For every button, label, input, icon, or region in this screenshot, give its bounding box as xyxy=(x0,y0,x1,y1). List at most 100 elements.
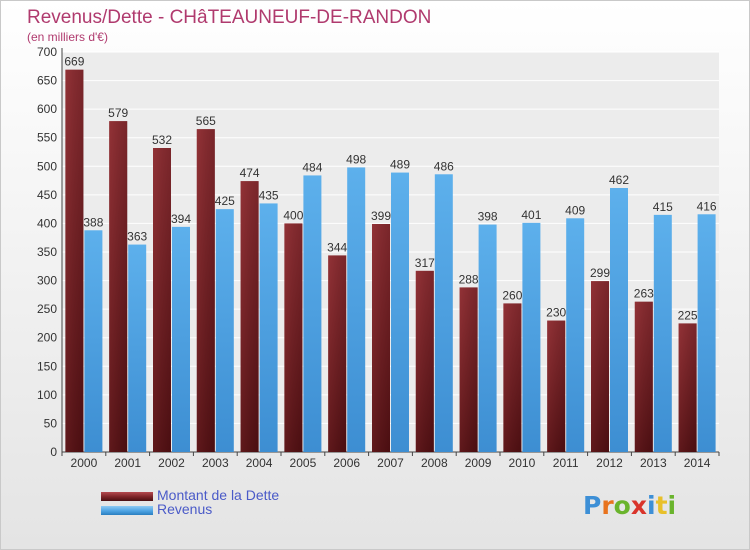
legend-label-revenus: Revenus xyxy=(157,501,213,517)
x-tick-label: 2014 xyxy=(684,456,711,470)
data-label-dette: 299 xyxy=(590,266,610,280)
x-tick-label: 2008 xyxy=(421,456,448,470)
data-label-revenus: 462 xyxy=(609,173,629,187)
bar-revenus xyxy=(215,209,234,452)
data-label-dette: 399 xyxy=(371,209,391,223)
bar-dette-shade xyxy=(328,255,347,452)
data-label-revenus: 363 xyxy=(127,230,147,244)
chart-subtitle: (en milliers d'€) xyxy=(27,30,108,44)
bar-dette-shade xyxy=(284,223,303,452)
logo-letter: t xyxy=(655,491,668,520)
y-tick-label: 700 xyxy=(37,45,57,59)
x-tick-label: 2003 xyxy=(202,456,229,470)
y-tick-label: 500 xyxy=(37,159,57,173)
bar-dette-shade xyxy=(415,270,434,452)
data-label-dette: 532 xyxy=(152,133,172,147)
x-tick-label: 2009 xyxy=(465,456,492,470)
bar-dette-shade xyxy=(503,303,522,452)
bar-revenus xyxy=(478,224,497,452)
bar-revenus xyxy=(84,230,103,452)
logo-letter: o xyxy=(613,491,631,520)
y-tick-label: 250 xyxy=(37,302,57,316)
logo-letter: i xyxy=(647,491,656,520)
x-tick-label: 2010 xyxy=(509,456,536,470)
y-tick-label: 600 xyxy=(37,102,57,116)
x-tick-label: 2011 xyxy=(553,456,579,470)
proxiti-logo: Proxiti xyxy=(583,491,676,520)
x-tick-label: 2013 xyxy=(640,456,667,470)
logo-letter: P xyxy=(583,491,602,520)
data-label-revenus: 489 xyxy=(390,158,410,172)
data-label-revenus: 398 xyxy=(478,210,498,224)
data-label-revenus: 435 xyxy=(259,188,279,202)
bar-revenus xyxy=(610,188,628,452)
data-label-dette: 317 xyxy=(415,256,435,270)
x-tick-label: 2012 xyxy=(596,456,623,470)
y-tick-label: 450 xyxy=(37,188,57,202)
data-label-dette: 225 xyxy=(678,308,698,322)
y-tick-label: 200 xyxy=(37,331,57,345)
x-tick-label: 2006 xyxy=(333,456,360,470)
bar-revenus xyxy=(391,172,409,453)
x-tick-label: 2004 xyxy=(246,456,273,470)
data-label-revenus: 416 xyxy=(697,199,717,213)
data-label-dette: 669 xyxy=(64,55,84,69)
data-label-dette: 230 xyxy=(546,306,566,320)
legend-swatch-dette xyxy=(101,492,153,501)
y-tick-label: 650 xyxy=(37,74,57,88)
bar-dette-shade xyxy=(109,121,128,453)
x-tick-label: 2002 xyxy=(158,456,185,470)
bar-dette-shade xyxy=(634,301,653,452)
x-tick-label: 2001 xyxy=(114,456,141,470)
legend-swatch-revenus xyxy=(101,506,153,515)
data-label-revenus: 486 xyxy=(434,159,454,173)
x-tick-label: 2005 xyxy=(290,456,317,470)
y-tick-label: 50 xyxy=(44,416,58,430)
x-tick-label: 2000 xyxy=(71,456,98,470)
data-label-revenus: 409 xyxy=(565,203,585,217)
logo-letter: r xyxy=(601,491,614,520)
y-tick-label: 100 xyxy=(37,388,57,402)
y-tick-label: 150 xyxy=(37,359,57,373)
logo-letter: x xyxy=(630,491,647,520)
bar-dette-shade xyxy=(547,320,566,452)
bar-revenus xyxy=(172,226,190,452)
bar-dette-shade xyxy=(372,224,390,452)
bar-dette-shade xyxy=(459,287,478,452)
data-label-revenus: 484 xyxy=(302,160,322,174)
bar-dette-shade xyxy=(196,129,215,452)
data-label-dette: 263 xyxy=(634,287,654,301)
bar-revenus xyxy=(434,174,453,453)
bar-dette-shade xyxy=(240,181,259,452)
bar-dette-shade xyxy=(678,323,697,452)
bar-dette-shade xyxy=(153,148,171,452)
bar-revenus xyxy=(303,175,322,452)
data-label-dette: 400 xyxy=(283,208,303,222)
bar-revenus xyxy=(128,244,147,452)
legend-label-dette: Montant de la Dette xyxy=(157,487,280,503)
logo-letter: i xyxy=(667,491,677,520)
bar-revenus xyxy=(697,214,716,452)
data-label-dette: 474 xyxy=(240,166,260,180)
data-label-dette: 579 xyxy=(108,106,128,120)
y-tick-label: 350 xyxy=(37,245,57,259)
x-tick-label: 2007 xyxy=(377,456,404,470)
y-tick-label: 400 xyxy=(37,216,57,230)
data-label-dette: 260 xyxy=(502,288,522,302)
chart-title: Revenus/Dette - CHâTEAUNEUF-DE-RANDON xyxy=(27,7,432,28)
data-label-dette: 565 xyxy=(196,114,216,128)
y-tick-label: 300 xyxy=(37,274,57,288)
data-label-dette: 288 xyxy=(459,272,479,286)
data-label-revenus: 401 xyxy=(521,208,541,222)
bar-dette-shade xyxy=(591,281,609,452)
bar-revenus xyxy=(566,218,585,452)
bar-revenus xyxy=(347,167,366,452)
bar-revenus xyxy=(259,203,278,452)
y-tick-label: 0 xyxy=(50,445,57,459)
bar-revenus xyxy=(522,222,541,452)
data-label-dette: 344 xyxy=(327,240,347,254)
bar-revenus xyxy=(653,214,672,452)
data-label-revenus: 394 xyxy=(171,212,191,226)
